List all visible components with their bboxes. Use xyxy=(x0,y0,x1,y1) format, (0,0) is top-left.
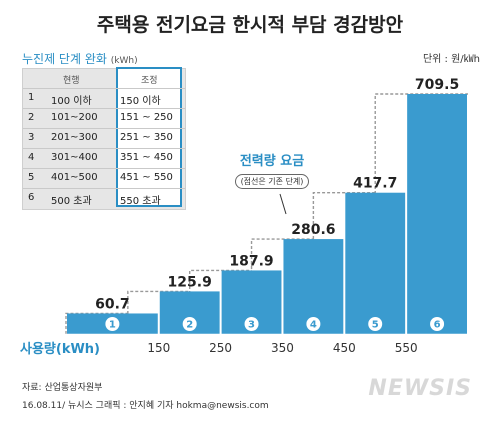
x-tick-label: 550 xyxy=(395,341,418,355)
header-current: 현행 xyxy=(63,76,80,86)
row-current: 201~300 xyxy=(51,132,98,143)
step-badge xyxy=(430,317,445,331)
table-row: 3 201~300 251 ~ 350 xyxy=(23,129,185,147)
newsis-logo: NEWSIS xyxy=(368,376,472,401)
table-row: 5 401~500 451 ~ 550 xyxy=(23,169,185,187)
row-adjusted: 451 ~ 550 xyxy=(120,172,173,183)
annotation-title: 전력량 요금 xyxy=(239,154,305,169)
x-tick-label: 350 xyxy=(271,341,294,355)
bar xyxy=(345,192,406,334)
bar-value-label: 709.5 xyxy=(415,77,459,93)
x-tick-label: 250 xyxy=(209,341,232,355)
x-tick-label: 150 xyxy=(147,341,170,355)
row-current: 301~400 xyxy=(51,152,98,163)
step-badge xyxy=(182,317,197,331)
table-row: 6 500 초과 550 초과 xyxy=(23,189,185,207)
step-number: 3 xyxy=(248,320,255,331)
row-step: 3 xyxy=(28,132,35,143)
step-number: 1 xyxy=(109,320,116,331)
step-number: 5 xyxy=(372,320,379,331)
bar-value-label: 187.9 xyxy=(229,253,273,269)
table-title-text: 누진제 단계 완화 xyxy=(22,52,107,66)
row-step: 1 xyxy=(28,92,35,103)
table-header-row: 현행 조정 xyxy=(23,69,185,87)
unit-label: 단위 : 원/㎾h xyxy=(422,54,480,65)
step-number: 4 xyxy=(310,320,317,331)
row-adjusted: 150 이하 xyxy=(120,96,161,107)
row-adjusted: 351 ~ 450 xyxy=(120,152,173,163)
row-adjusted: 151 ~ 250 xyxy=(120,112,173,123)
table-row: 4 301~400 351 ~ 450 xyxy=(23,149,185,167)
step-badge xyxy=(105,317,120,331)
source-note: 자료: 산업통상자원부 xyxy=(22,383,103,393)
row-adjusted: 550 초과 xyxy=(120,196,161,207)
step-badge xyxy=(368,317,383,331)
row-step: 5 xyxy=(28,172,35,183)
bar-value-label: 417.7 xyxy=(353,176,397,192)
x-axis-label: 사용량(kWh) xyxy=(20,342,101,357)
credit-note: 16.08.11/ 뉴시스 그래픽 : 안지혜 기자 hokma@newsis.… xyxy=(22,401,269,411)
step-badge xyxy=(306,317,321,331)
row-step: 4 xyxy=(28,152,35,163)
old-tier-outline xyxy=(127,290,190,334)
x-tick-label: 450 xyxy=(333,341,356,355)
bar-value-label: 60.7 xyxy=(95,296,130,312)
annotation-leader xyxy=(279,193,287,215)
table-unit: (kWh) xyxy=(110,56,138,66)
row-current: 100 이하 xyxy=(51,96,92,107)
row-current: 500 초과 xyxy=(51,196,92,207)
row-current: 401~500 xyxy=(51,172,98,183)
step-number: 6 xyxy=(434,320,441,331)
row-adjusted: 251 ~ 350 xyxy=(120,132,173,143)
step-number: 2 xyxy=(186,320,193,331)
bar-value-label: 280.6 xyxy=(291,222,335,238)
table-row: 1 100 이하 150 이하 xyxy=(23,89,185,107)
rate-annotation: 전력량 요금 (점선은 기존 단계) xyxy=(222,150,322,189)
chart-title: 주택용 전기요금 한시적 부담 경감방안 xyxy=(96,14,404,36)
tier-table: 현행 조정 1 100 이하 150 이하 2 101~200 151 ~ 25… xyxy=(22,67,186,210)
row-current: 101~200 xyxy=(51,112,98,123)
table-title: 누진제 단계 완화 (kWh) xyxy=(22,50,138,67)
step-badge xyxy=(244,317,259,331)
row-step: 6 xyxy=(28,192,35,203)
bar-value-label: 125.9 xyxy=(168,274,212,290)
bar xyxy=(407,94,467,334)
adjusted-column-highlight xyxy=(116,67,182,207)
table-row: 2 101~200 151 ~ 250 xyxy=(23,109,185,127)
header-adjusted: 조정 xyxy=(141,76,158,86)
row-step: 2 xyxy=(28,112,35,123)
annotation-subtitle: (점선은 기존 단계) xyxy=(234,174,310,189)
